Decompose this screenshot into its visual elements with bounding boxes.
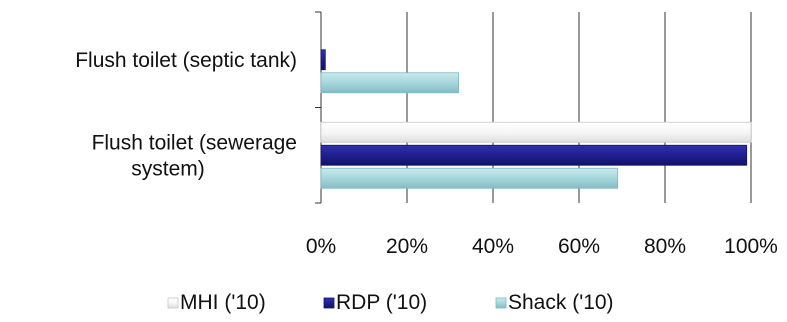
category-labels: Flush toilet (septic tank) Flush toilet (… bbox=[75, 49, 297, 181]
x-tick-label: 40% bbox=[472, 235, 514, 258]
bars bbox=[321, 50, 751, 189]
legend-swatch bbox=[168, 298, 178, 308]
category-label: Flush toilet (septic tank) bbox=[75, 49, 297, 72]
category-axis bbox=[315, 12, 321, 203]
bar-mhi-10-2 bbox=[321, 122, 751, 142]
bar-shack-10-1 bbox=[321, 73, 459, 93]
legend-label: RDP ('10) bbox=[336, 291, 427, 314]
x-tick-label: 80% bbox=[644, 235, 686, 258]
bar-rdp-10-2 bbox=[321, 145, 747, 165]
x-tick-label: 0% bbox=[306, 235, 336, 258]
bar-rdp-10-1 bbox=[321, 50, 325, 70]
legend-swatch bbox=[496, 298, 506, 308]
x-tick-labels: 0% 20% 40% 60% 80% 100% bbox=[306, 235, 778, 258]
category-label: Flush toilet (sewerage system) bbox=[92, 131, 297, 180]
x-tick-label: 60% bbox=[558, 235, 600, 258]
legend-label: MHI ('10) bbox=[180, 291, 266, 314]
legend-label: Shack ('10) bbox=[508, 291, 614, 314]
bar-shack-10-2 bbox=[321, 168, 618, 188]
x-tick-label: 100% bbox=[724, 235, 778, 258]
x-tick-label: 20% bbox=[386, 235, 428, 258]
legend: MHI ('10) RDP ('10) Shack ('10) bbox=[168, 291, 614, 314]
legend-swatch bbox=[324, 298, 334, 308]
